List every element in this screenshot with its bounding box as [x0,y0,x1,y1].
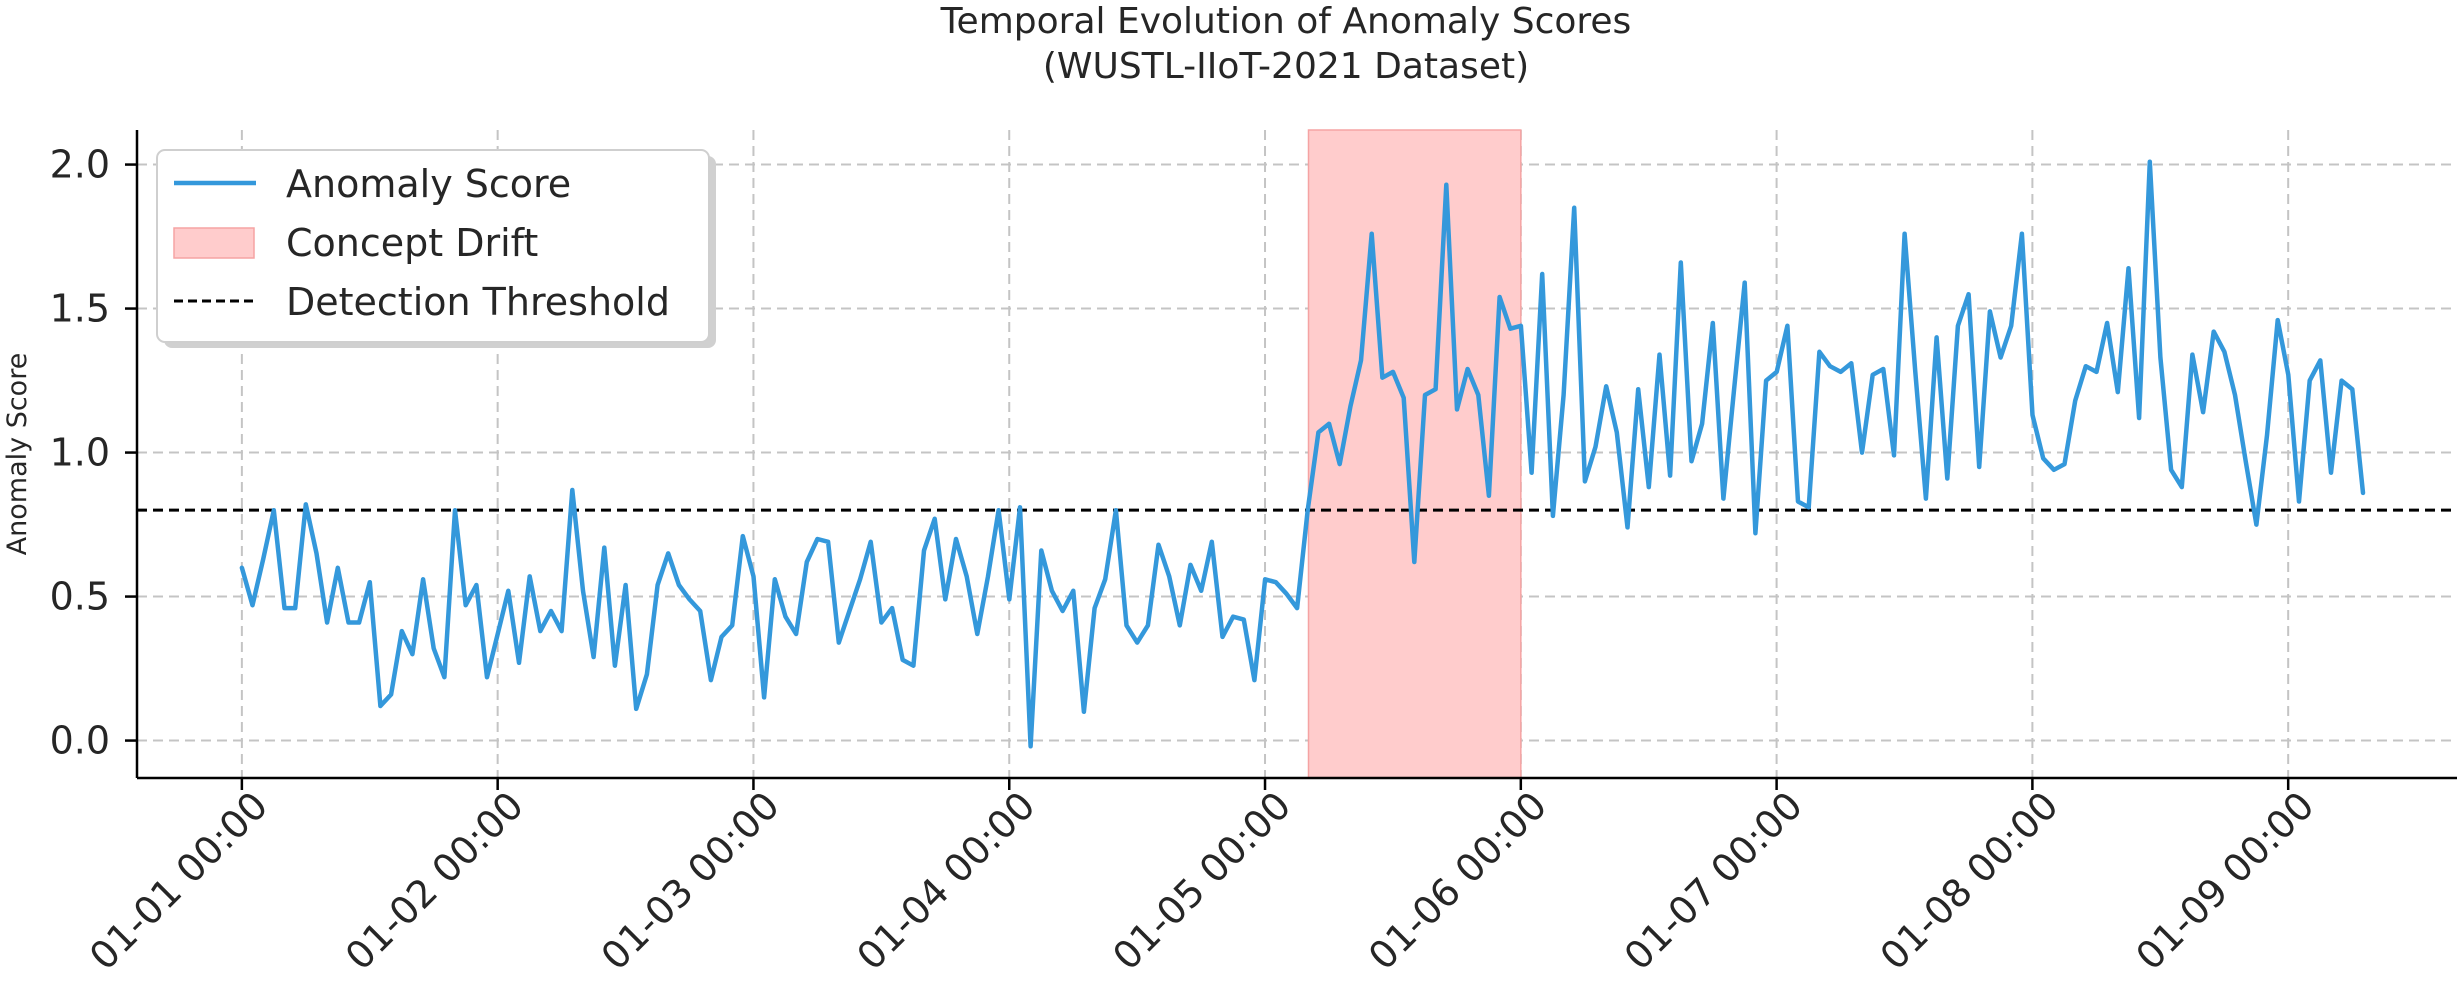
legend-label-anomaly-score: Anomaly Score [286,162,571,206]
y-tick-label-4: 2.0 [50,143,110,187]
chart-subtitle: (WUSTL-IIoT-2021 Dataset) [1043,46,1529,87]
legend-box [156,149,710,343]
y-tick-label-0: 0.0 [50,719,110,763]
x-tick-label-3: 01-04 00:00 [848,783,1043,978]
y-axis-label: Anomaly Score [2,353,33,556]
series-layer [239,159,2366,749]
x-tick-label-0: 01-01 00:00 [81,783,276,978]
x-ticks: 01-01 00:00 01-02 00:00 01-03 00:00 01-04 0… [81,778,2323,978]
y-tick-label-3: 1.5 [50,287,110,331]
x-tick-label-2: 01-03 00:00 [593,783,788,978]
x-tick-label-1: 01-02 00:00 [337,783,532,978]
x-tick-label-8: 01-09 00:00 [2127,783,2322,978]
y-tick-label-2: 1.0 [50,431,110,475]
axes [135,130,2457,780]
x-tick-label-6: 01-07 00:00 [1616,783,1811,978]
series-line-0 [239,159,2366,749]
y-tick-label-1: 0.5 [50,575,110,619]
y-ticks: 0.0 0.5 1.0 1.5 2.0 [50,143,137,763]
legend-label-detection-threshold: Detection Threshold [286,280,670,324]
legend-label-concept-drift: Concept Drift [286,221,538,265]
x-tick-label-4: 01-05 00:00 [1104,783,1299,978]
x-tick-label-7: 01-08 00:00 [1872,783,2067,978]
legend: Anomaly Score Concept Drift Detection Th… [156,149,716,348]
chart-title: Temporal Evolution of Anomaly Scores [940,1,1632,42]
legend-swatch-concept-drift [173,227,255,259]
x-tick-label-5: 01-06 00:00 [1360,783,1555,978]
